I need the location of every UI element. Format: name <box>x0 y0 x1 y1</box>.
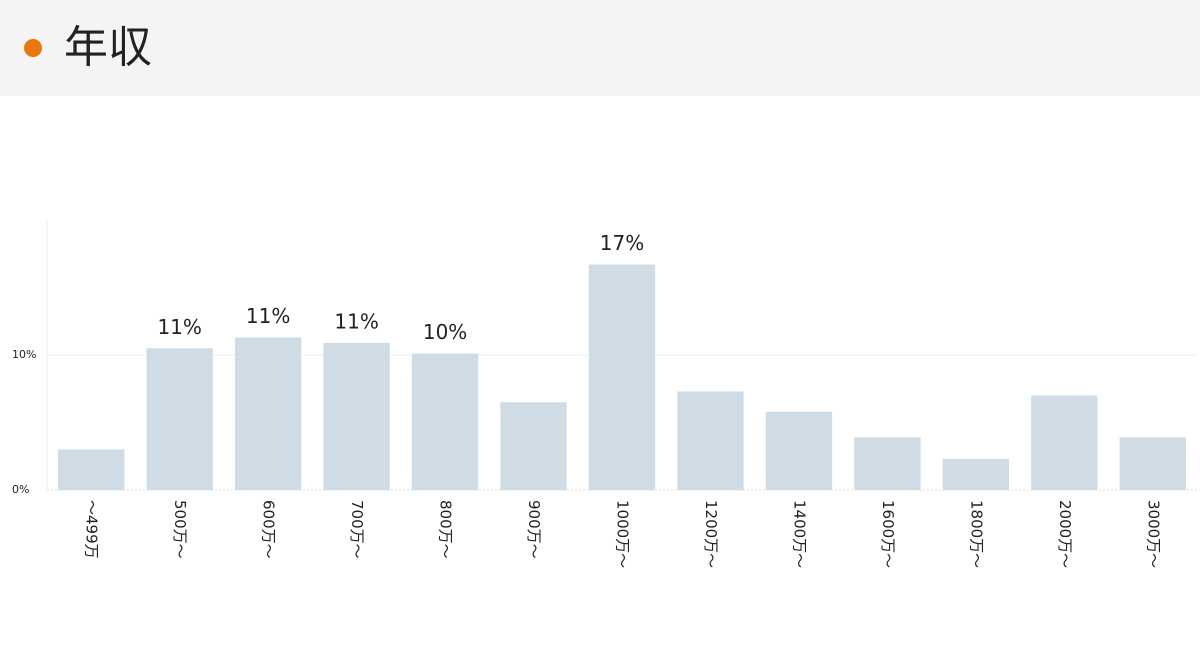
bar <box>500 402 567 490</box>
bar <box>765 411 833 490</box>
bar <box>588 264 656 490</box>
x-tick-label: 1000万～ <box>614 500 632 568</box>
x-tick-label: 1800万～ <box>967 500 985 568</box>
x-tick-label: 700万～ <box>348 500 366 559</box>
bar <box>411 353 479 490</box>
header: 年収 <box>0 0 1200 96</box>
bar <box>677 391 744 490</box>
y-tick-label: 0% <box>12 483 29 496</box>
section-title: 年収 <box>64 22 152 73</box>
bar <box>323 342 390 490</box>
x-tick-label: 1600万～ <box>879 500 897 568</box>
x-tick-label: 500万～ <box>171 500 189 559</box>
bar <box>234 337 302 490</box>
data-label: 11% <box>157 315 201 339</box>
x-tick-label: 800万～ <box>437 500 455 559</box>
x-tick-label: 1400万～ <box>790 500 808 568</box>
bar <box>146 348 213 490</box>
y-tick-label: 10% <box>12 348 36 361</box>
bullet <box>24 39 42 57</box>
data-label: 17% <box>600 231 644 255</box>
data-label: 11% <box>334 309 378 333</box>
bar <box>1119 437 1186 490</box>
bar <box>58 449 125 490</box>
x-tick-label: ～499万 <box>83 500 101 559</box>
x-tick-label: 900万～ <box>525 500 543 559</box>
bar <box>1031 395 1098 490</box>
data-label: 10% <box>423 320 467 344</box>
x-tick-label: 600万～ <box>260 500 278 559</box>
bar <box>942 458 1010 490</box>
x-tick-label: 1200万～ <box>702 500 720 568</box>
x-tick-label: 3000万～ <box>1144 500 1162 568</box>
bar <box>854 437 921 490</box>
x-tick-label: 2000万～ <box>1056 500 1074 568</box>
data-label: 11% <box>246 304 290 328</box>
